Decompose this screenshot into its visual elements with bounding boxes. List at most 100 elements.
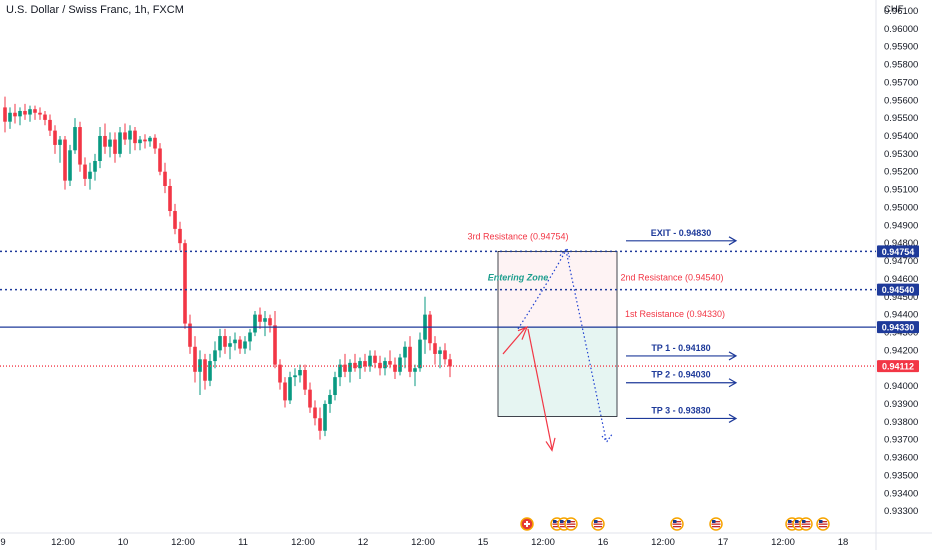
flag-stripe bbox=[819, 521, 827, 523]
time-tick-label: 12 bbox=[358, 537, 369, 548]
flag-stripe bbox=[673, 521, 681, 523]
candle-body bbox=[408, 346, 412, 372]
flag-canton bbox=[567, 520, 571, 523]
us-event-icon[interactable] bbox=[816, 517, 830, 531]
flag-canton bbox=[795, 520, 799, 523]
flag-stripe bbox=[711, 523, 721, 525]
price-tick-label: 0.93800 bbox=[884, 417, 918, 428]
price-tag bbox=[877, 245, 919, 258]
price-tick-label: 0.93500 bbox=[884, 470, 918, 481]
price-tick-label: 0.93600 bbox=[884, 453, 918, 464]
flag-canton bbox=[788, 520, 792, 523]
candle-body bbox=[328, 395, 332, 404]
candle-body bbox=[218, 336, 222, 351]
candle-body bbox=[333, 377, 337, 396]
target-label: TP 3 - 0.93830 bbox=[651, 405, 710, 415]
candle-body bbox=[173, 211, 177, 229]
flag-stripe bbox=[802, 521, 810, 523]
flag-stripe bbox=[553, 521, 561, 523]
time-axis: 9 12:00 10 12:00 11 12:00 12 12:00 15 12:00 16 12:0… bbox=[0, 537, 848, 548]
target-arrow-head bbox=[728, 413, 738, 423]
candle-body bbox=[13, 112, 17, 117]
price-tick-label: 0.94700 bbox=[884, 256, 918, 267]
candle-body bbox=[363, 361, 367, 367]
flag-canton bbox=[819, 520, 823, 523]
candle-body bbox=[353, 362, 357, 369]
target-label: TP 1 - 0.94180 bbox=[651, 343, 710, 353]
price-tick-label: 0.94500 bbox=[884, 292, 918, 303]
price-tick-label: 0.96100 bbox=[884, 6, 918, 17]
candle-body bbox=[123, 132, 127, 140]
target-label: TP 2 - 0.94030 bbox=[651, 370, 710, 380]
time-tick-label: 16 bbox=[598, 537, 609, 548]
flag-stripe bbox=[802, 526, 810, 528]
candle-body bbox=[438, 350, 442, 354]
candle-body bbox=[193, 346, 197, 372]
flag-stripe bbox=[788, 526, 796, 528]
candle-body bbox=[303, 370, 307, 390]
candle-body bbox=[428, 314, 432, 344]
candle-body bbox=[418, 339, 422, 369]
flag-canton bbox=[594, 520, 598, 523]
time-tick-label: 12:00 bbox=[411, 537, 435, 548]
candle-body bbox=[308, 389, 312, 408]
candle-body bbox=[323, 403, 327, 431]
price-tick-label: 0.93900 bbox=[884, 399, 918, 410]
candle-body bbox=[293, 375, 297, 378]
swiss-event-icon[interactable] bbox=[520, 517, 534, 531]
time-tick-label: 12:00 bbox=[651, 537, 675, 548]
candle-body bbox=[178, 228, 182, 244]
candle-body bbox=[38, 112, 42, 115]
candle-body bbox=[258, 314, 262, 322]
candle-body bbox=[83, 164, 87, 179]
resistance-label: 1st Resistance (0.94330) bbox=[625, 309, 725, 319]
price-tag bbox=[877, 360, 919, 373]
time-tick-label: 12:00 bbox=[531, 537, 555, 548]
target-arrow-head bbox=[728, 378, 738, 388]
price-tick-label: 0.95000 bbox=[884, 202, 918, 213]
us-event-icon[interactable] bbox=[670, 517, 684, 531]
price-tick-label: 0.93300 bbox=[884, 506, 918, 517]
us-event-icon[interactable] bbox=[799, 517, 813, 531]
candle-body bbox=[203, 359, 207, 381]
candle-body bbox=[48, 119, 52, 131]
candle-body bbox=[278, 364, 282, 383]
candle-body bbox=[118, 132, 122, 154]
candle-body bbox=[198, 359, 202, 372]
candle-body bbox=[388, 361, 392, 365]
projection-arrowhead-down bbox=[545, 437, 556, 452]
time-tick-label: 18 bbox=[838, 537, 849, 548]
flag-canton bbox=[553, 520, 557, 523]
us-event-icon[interactable] bbox=[591, 517, 605, 531]
us-event-icon[interactable] bbox=[709, 517, 723, 531]
candle-body bbox=[343, 364, 347, 372]
candle-body bbox=[238, 339, 242, 349]
candle-body bbox=[18, 110, 22, 117]
flag-stripe bbox=[567, 521, 575, 523]
flag-stripe bbox=[560, 521, 568, 523]
candle-body bbox=[348, 362, 352, 372]
candle-body bbox=[23, 110, 27, 115]
target-label: EXIT - 0.94830 bbox=[651, 228, 712, 238]
candle-body bbox=[138, 139, 142, 144]
price-tag-label: 0.94112 bbox=[882, 362, 914, 372]
flag-stripe bbox=[819, 526, 827, 528]
time-tick-label: 12:00 bbox=[291, 537, 315, 548]
candle-body bbox=[8, 112, 12, 122]
flag-stripe bbox=[795, 526, 803, 528]
candle-body bbox=[413, 368, 417, 372]
flag-stripe bbox=[567, 526, 575, 528]
flag-stripe bbox=[795, 521, 803, 523]
price-tag bbox=[877, 283, 919, 296]
projection-path bbox=[517, 248, 607, 440]
candle-body bbox=[283, 382, 287, 401]
flag-stripe bbox=[794, 523, 804, 525]
us-event-icon[interactable] bbox=[564, 517, 578, 531]
candle-body bbox=[113, 139, 117, 154]
candle-body bbox=[358, 361, 362, 369]
candle-body bbox=[248, 332, 252, 342]
flag-canton bbox=[712, 520, 716, 523]
price-tick-label: 0.95800 bbox=[884, 60, 918, 71]
